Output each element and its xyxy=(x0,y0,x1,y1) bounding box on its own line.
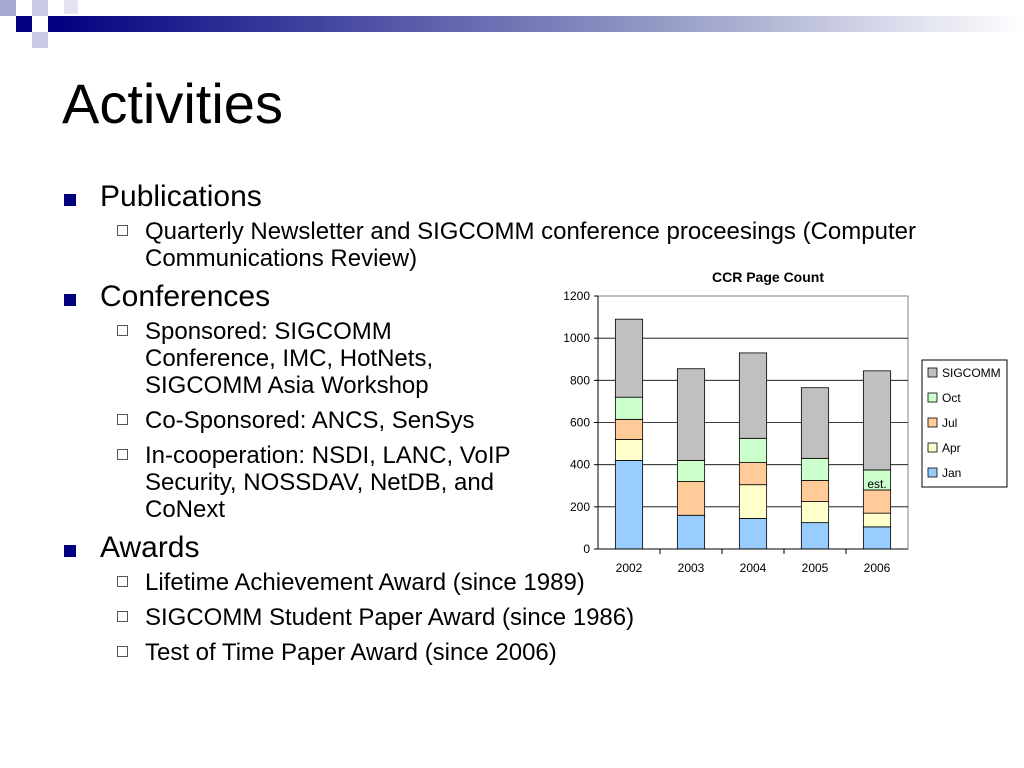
hollow-square-bullet-icon xyxy=(117,325,128,336)
square-bullet-icon xyxy=(64,194,76,206)
bullet-awards: Awards xyxy=(64,531,944,565)
bar-segment-jul-2006 xyxy=(862,489,892,514)
sub-bullet-co-sponsored: Co-Sponsored: ANCS, SenSys xyxy=(64,407,944,434)
y-tick-label: 600 xyxy=(570,416,590,430)
bar-segment-apr-2004 xyxy=(738,484,768,519)
bar-segment-apr-2002 xyxy=(614,438,644,461)
sub-bullet-in-cooperation: In-cooperation: NSDI, LANC, VoIP Securit… xyxy=(64,442,944,523)
sub-bullet-newsletter: Quarterly Newsletter and SIGCOMM confere… xyxy=(64,218,944,272)
y-tick-label: 200 xyxy=(570,500,590,514)
x-tick-label: 2005 xyxy=(802,561,829,575)
y-tick-label: 1000 xyxy=(563,331,590,345)
bullet-text: Publications xyxy=(100,180,262,213)
bar-segment-jan-2005 xyxy=(800,522,830,550)
bar-segment-sigcomm-2003 xyxy=(676,368,706,461)
slide-title: Activities xyxy=(62,72,283,135)
legend-label-oct: Oct xyxy=(942,391,961,405)
bar-segment-sigcomm-2002 xyxy=(614,318,644,398)
bar-segment-jan-2006 xyxy=(862,526,892,550)
axes: 0 200 400 600 800 1000 1200 2002 2003 2004 2005 200… xyxy=(563,289,908,575)
sub-bullet-text: In-cooperation: NSDI, LANC, VoIP Securit… xyxy=(145,442,511,523)
legend: SIGCOMM Oct Jul Apr Jan xyxy=(921,359,1008,488)
sub-bullet-lifetime-award: Lifetime Achievement Award (since 1989) xyxy=(64,569,944,596)
hollow-square-bullet-icon xyxy=(117,225,128,236)
y-tick-label: 0 xyxy=(583,542,590,556)
x-tick-label: 2002 xyxy=(616,561,643,575)
bar-segment-sigcomm-2005 xyxy=(800,387,830,459)
legend-swatch-sigcomm xyxy=(927,367,938,378)
bar-segment-sigcomm-2004 xyxy=(738,352,768,439)
bar-segment-jan-2002 xyxy=(614,460,644,550)
y-tick-label: 400 xyxy=(570,458,590,472)
sub-bullet-text: Lifetime Achievement Award (since 1989) xyxy=(145,569,585,596)
hollow-square-bullet-icon xyxy=(117,646,128,657)
hollow-square-bullet-icon xyxy=(117,611,128,622)
bullet-publications: Publications xyxy=(64,180,944,214)
sub-bullet-test-of-time-award: Test of Time Paper Award (since 2006) xyxy=(64,639,944,666)
x-tick-label: 2003 xyxy=(678,561,705,575)
bar-segment-jul-2002 xyxy=(614,418,644,440)
bar-segment-jul-2003 xyxy=(676,481,706,516)
hollow-square-bullet-icon xyxy=(117,414,128,425)
bar-segment-jul-2004 xyxy=(738,462,768,486)
sub-bullet-text: Quarterly Newsletter and SIGCOMM confere… xyxy=(145,218,916,272)
ccr-page-count-chart: CCR Page Count est. 0 200 400 600 800 1000 120… xyxy=(563,269,1008,575)
bar-stacks: est. xyxy=(614,318,892,550)
legend-label-sigcomm: SIGCOMM xyxy=(942,366,1001,380)
bullet-text: Conferences xyxy=(100,280,271,313)
bar-segment-jan-2004 xyxy=(738,518,768,550)
bar-segment-jul-2005 xyxy=(800,480,830,502)
bar-segment-oct-2004 xyxy=(738,437,768,463)
hollow-square-bullet-icon xyxy=(117,576,128,587)
bar-segment-apr-2005 xyxy=(800,501,830,524)
bullet-text: Awards xyxy=(100,531,200,564)
legend-swatch-jan xyxy=(927,467,938,478)
legend-swatch-apr xyxy=(927,442,938,453)
sub-bullet-sponsored: Sponsored: SIGCOMM Conference, IMC, HotN… xyxy=(64,318,944,399)
legend-swatch-jul xyxy=(927,417,938,428)
sub-bullet-text: SIGCOMM Student Paper Award (since 1986) xyxy=(145,604,635,631)
sub-bullet-text: Co-Sponsored: ANCS, SenSys xyxy=(145,407,475,434)
legend-swatch-oct xyxy=(927,392,938,403)
hollow-square-bullet-icon xyxy=(117,449,128,460)
x-tick-label: 2006 xyxy=(864,561,891,575)
sub-bullet-text: Sponsored: SIGCOMM Conference, IMC, HotN… xyxy=(145,318,434,399)
bullet-conferences: Conferences xyxy=(64,280,944,314)
bar-segment-sigcomm-2006 xyxy=(862,370,892,471)
header-decoration xyxy=(0,0,1024,48)
legend-label-jan: Jan xyxy=(942,466,961,480)
bar-segment-oct-2002 xyxy=(614,396,644,420)
legend-label-jul: Jul xyxy=(942,416,957,430)
legend-label-apr: Apr xyxy=(942,441,961,455)
y-tick-label: 1200 xyxy=(563,289,590,303)
sub-bullet-student-paper-award: SIGCOMM Student Paper Award (since 1986) xyxy=(64,604,944,631)
sub-bullet-text: Test of Time Paper Award (since 2006) xyxy=(145,639,557,666)
chart-title: CCR Page Count xyxy=(712,269,824,285)
square-bullet-icon xyxy=(64,294,76,306)
bar-segment-jan-2003 xyxy=(676,514,706,550)
bar-segment-oct-2003 xyxy=(676,460,706,482)
x-tick-label: 2004 xyxy=(740,561,767,575)
square-bullet-icon xyxy=(64,545,76,557)
bar-segment-oct-2005 xyxy=(800,457,830,481)
annotation-est: est. xyxy=(867,477,886,491)
bullet-list: Publications Quarterly Newsletter and SI… xyxy=(64,180,944,674)
bar-segment-apr-2006 xyxy=(862,512,892,528)
y-tick-label: 800 xyxy=(570,373,590,387)
